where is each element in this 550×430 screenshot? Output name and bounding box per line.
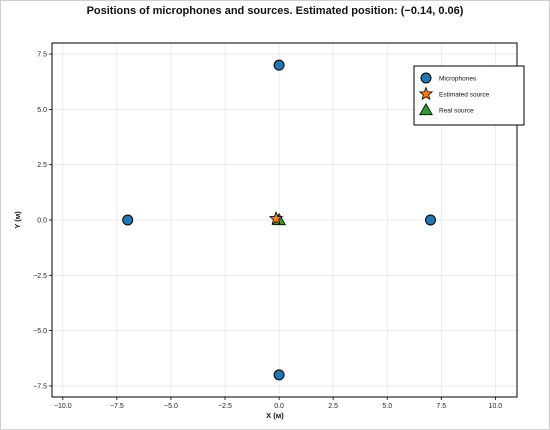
legend: Microphones Estimated source Real source xyxy=(413,65,525,126)
y-tick-label: 7.5 xyxy=(37,52,47,59)
legend-box xyxy=(413,65,525,126)
legend-microphones-marker xyxy=(420,72,432,84)
microphone-point xyxy=(273,59,285,71)
y-tick-label: 5.0 xyxy=(37,107,47,114)
y-tick-label: 0.0 xyxy=(37,218,47,225)
y-tick-label: −2.5 xyxy=(33,273,47,280)
x-tick-label: 7.5 xyxy=(436,403,446,410)
y-tick-label: −7.5 xyxy=(33,383,47,390)
x-axis-label: X (м) xyxy=(266,411,284,420)
microphone-point xyxy=(273,369,285,381)
chart-title: Positions of microphones and sources. Es… xyxy=(87,5,464,17)
microphone-point xyxy=(122,214,134,226)
y-tick-label: −5.0 xyxy=(33,328,47,335)
legend-real-source-marker xyxy=(419,102,433,116)
y-axis-label: Y (м) xyxy=(13,211,22,229)
x-tick-label: −7.5 xyxy=(110,403,124,410)
estimated-source-point xyxy=(268,211,284,225)
x-tick-label: −2.5 xyxy=(218,403,232,410)
x-tick-label: 5.0 xyxy=(382,403,392,410)
x-tick-label: −10.0 xyxy=(54,403,72,410)
x-tick-label: 0.0 xyxy=(274,403,284,410)
x-tick-label: 10.0 xyxy=(489,403,503,410)
microphone-point xyxy=(424,214,436,226)
x-tick-label: 2.5 xyxy=(328,403,338,410)
legend-microphones-label: Microphones xyxy=(439,76,477,83)
legend-items: Microphones Estimated source Real source xyxy=(418,72,490,116)
legend-estimated-source-marker xyxy=(418,86,434,101)
data-points xyxy=(122,59,436,381)
legend-estimated-source-label: Estimated source xyxy=(439,92,490,99)
y-tick-label: 2.5 xyxy=(37,162,47,169)
x-axis-ticks: −10.0 −7.5 −5.0 −2.5 0.0 2.5 5.0 7.5 10.0 xyxy=(54,397,502,410)
y-axis-ticks: 7.5 5.0 2.5 0.0 −2.5 −5.0 −7.5 xyxy=(33,52,52,390)
legend-real-source-label: Real source xyxy=(439,108,474,115)
x-tick-label: −5.0 xyxy=(164,403,178,410)
